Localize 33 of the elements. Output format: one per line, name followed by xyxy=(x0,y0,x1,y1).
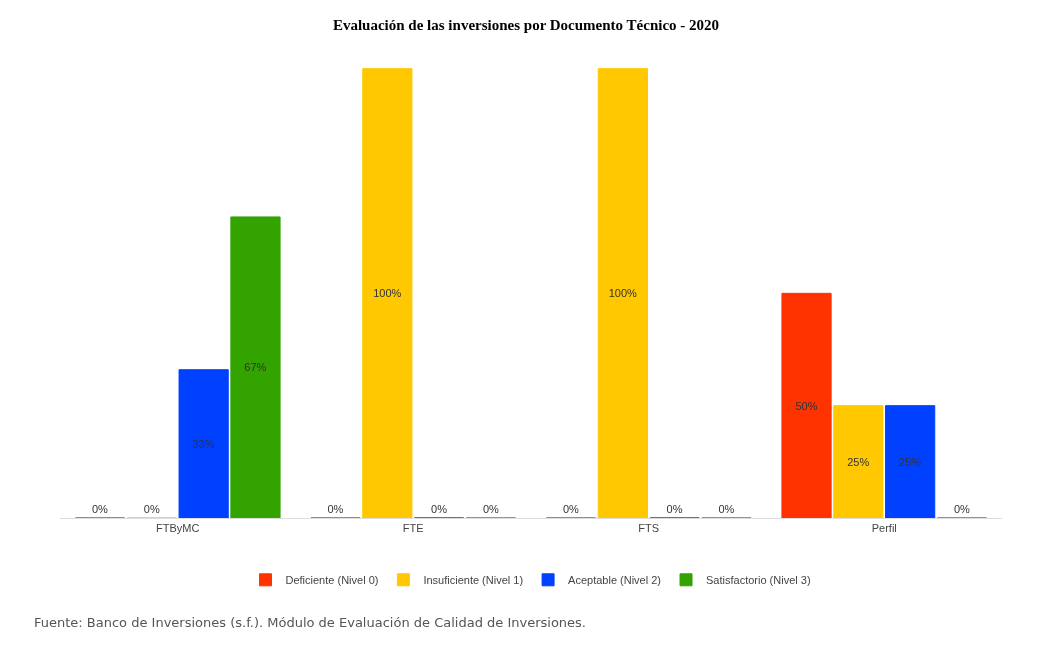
legend-label: Insuficiente (Nivel 1) xyxy=(423,574,524,587)
bar xyxy=(230,216,281,518)
data-label: 0% xyxy=(953,503,971,515)
bar xyxy=(597,68,648,518)
legend-label: Aceptable (Nivel 2) xyxy=(568,574,662,587)
data-label: 0% xyxy=(143,503,160,515)
bar xyxy=(781,292,832,518)
data-label: 50% xyxy=(795,399,818,412)
x-tick-label: Perfil xyxy=(871,522,897,535)
data-label: 67% xyxy=(244,361,267,374)
chart-title: Evaluación de las inversiones por Documento Técnico - 2020 xyxy=(332,16,720,33)
data-label: 25% xyxy=(899,455,922,468)
source-note: Fuente: Banco de Inversiones (s.f.). Módulo de Evaluación de Calidad de Inversiones. xyxy=(34,615,586,630)
data-label: 0% xyxy=(327,503,344,515)
data-label: 0% xyxy=(91,503,109,515)
data-label: 100% xyxy=(608,287,638,300)
bar xyxy=(362,68,413,518)
x-tick-label: FTS xyxy=(638,522,660,535)
data-label: 0% xyxy=(666,503,683,515)
data-label: 0% xyxy=(718,503,735,515)
x-tick-label: FTByMC xyxy=(156,522,200,535)
data-label: 0% xyxy=(431,503,448,515)
data-label: 0% xyxy=(562,503,580,515)
legend-label: Deficiente (Nivel 0) xyxy=(285,574,379,587)
data-label: 100% xyxy=(373,287,402,300)
legend-label: Satisfactorio (Nivel 3) xyxy=(706,574,811,587)
x-tick-label: FTE xyxy=(402,522,424,535)
bar xyxy=(833,405,884,518)
bar xyxy=(178,369,229,518)
data-label: 25% xyxy=(847,455,870,468)
bar xyxy=(885,405,936,518)
data-label: 0% xyxy=(482,503,500,515)
data-label: 33% xyxy=(192,437,215,450)
